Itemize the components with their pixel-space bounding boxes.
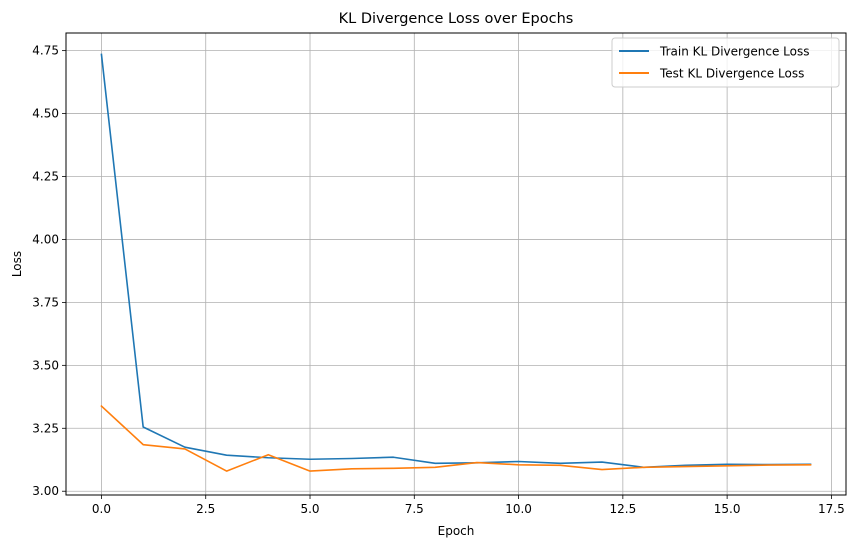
y-tick-label: 4.50: [32, 107, 59, 121]
y-tick-label: 3.25: [32, 421, 59, 435]
y-tick-label: 3.50: [32, 358, 59, 372]
legend-label-test: Test KL Divergence Loss: [659, 67, 804, 81]
y-tick-label: 4.00: [32, 232, 59, 246]
x-tick-label: 5.0: [300, 502, 319, 516]
x-tick-label: 7.5: [405, 502, 424, 516]
plot-frame: [65, 32, 847, 496]
x-tick-label: 2.5: [196, 502, 215, 516]
y-tick-label: 3.75: [32, 295, 59, 309]
x-tick-label: 10.0: [505, 502, 532, 516]
series-lines: [100, 53, 812, 472]
series-line-test: [100, 404, 812, 472]
legend-label-train: Train KL Divergence Loss: [659, 45, 809, 59]
y-tick-label: 4.75: [32, 44, 59, 58]
y-tick-label: 4.25: [32, 170, 59, 184]
ticks: 0.0 2.5 5.0 7.5 10.0 12.5 15.0 17.5 3.00 3.25 3.50…: [32, 44, 844, 516]
y-axis-title: Loss: [10, 251, 24, 277]
x-tick-label: 15.0: [714, 502, 741, 516]
series-line-train: [100, 53, 812, 469]
legend: Train KL Divergence Loss Test KL Diverge…: [611, 37, 840, 88]
x-axis-title: Epoch: [438, 524, 475, 538]
legend-box: [611, 37, 840, 88]
x-tick-label: 12.5: [609, 502, 636, 516]
chart-title: KL Divergence Loss over Epochs: [339, 11, 574, 27]
grid: [66, 33, 846, 495]
x-tick-label: 0.0: [92, 502, 111, 516]
plot-area: [66, 33, 846, 495]
x-tick-label: 17.5: [818, 502, 845, 516]
y-tick-label: 3.00: [32, 484, 59, 498]
